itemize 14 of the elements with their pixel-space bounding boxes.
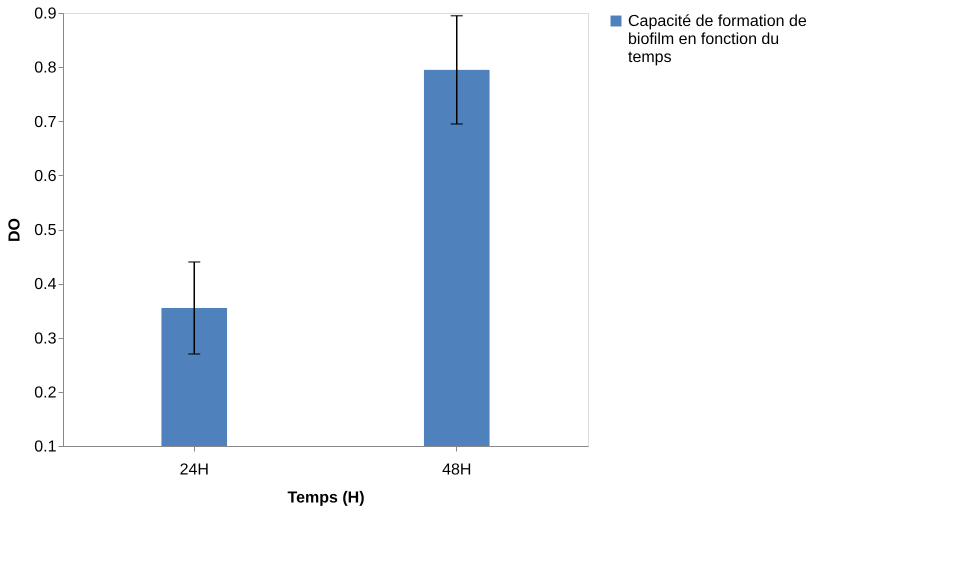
y-tick-label: 0.9 bbox=[34, 6, 57, 22]
y-axis-title: DO bbox=[6, 218, 24, 242]
x-axis-title: Temps (H) bbox=[287, 490, 365, 506]
y-tick-label: 0.7 bbox=[34, 114, 57, 131]
x-tick-label: 24H bbox=[180, 462, 209, 478]
y-tick-label: 0.4 bbox=[34, 276, 57, 294]
legend-label: Capacité de formation de biofilm en fonction du temps bbox=[628, 13, 807, 66]
y-tick-label: 0.8 bbox=[34, 60, 57, 77]
y-tick-label: 0.6 bbox=[34, 168, 57, 185]
x-tick-label: 48H bbox=[442, 462, 472, 478]
y-tick-label: 0.2 bbox=[34, 384, 57, 402]
y-tick-label: 0.1 bbox=[34, 438, 57, 456]
y-tick-label: 0.3 bbox=[34, 330, 57, 348]
y-tick-label: 0.5 bbox=[34, 222, 57, 239]
